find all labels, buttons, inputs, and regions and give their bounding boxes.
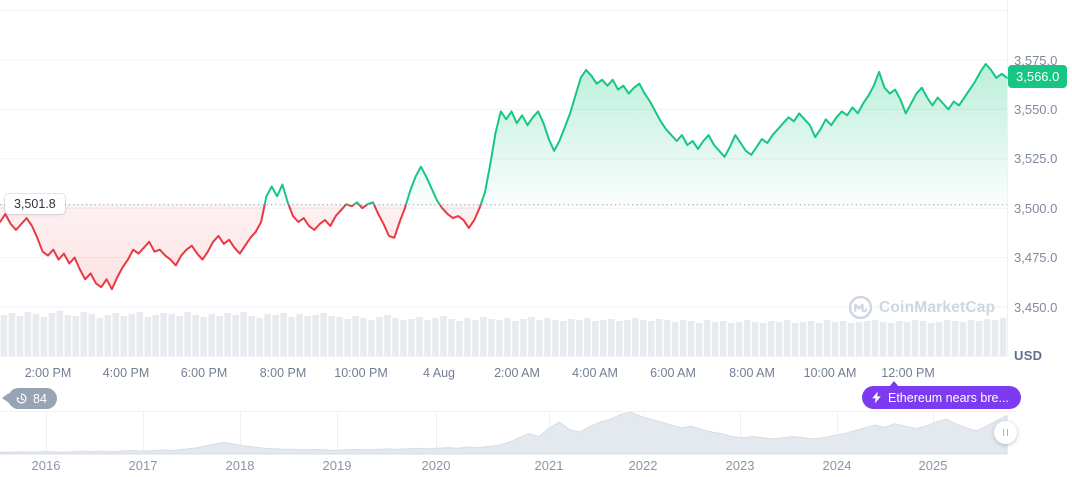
watermark-text: CoinMarketCap	[879, 298, 996, 316]
pause-bars-icon	[1002, 429, 1005, 436]
history-clock-icon	[16, 393, 27, 404]
lightning-icon	[872, 391, 881, 404]
nav-year-label: 2016	[31, 458, 61, 473]
x-axis-label: 12:00 PM	[881, 366, 935, 380]
alert-text: Ethereum nears bre...	[888, 390, 1009, 405]
y-axis-label: 3,475.0	[1014, 250, 1058, 266]
x-axis-label: 8:00 PM	[259, 366, 307, 380]
x-axis-label: 4:00 PM	[102, 366, 150, 380]
y-axis-label: 3,450.0	[1014, 299, 1058, 315]
x-axis-label: 4 Aug	[423, 366, 455, 380]
history-badge[interactable]: 84	[2, 388, 57, 409]
nav-year-label: 2017	[128, 458, 158, 473]
x-axis-label: 6:00 AM	[650, 366, 696, 380]
y-axis-label: 3,525.0	[1014, 151, 1058, 167]
x-axis-label: 10:00 PM	[334, 366, 388, 380]
nav-year-label: 2018	[225, 458, 255, 473]
volume-bars	[0, 311, 1007, 356]
nav-year-label: 2019	[322, 458, 352, 473]
history-badge-pointer	[2, 393, 9, 403]
price-line-series	[0, 63, 1008, 291]
y-axis-label: 3,500.0	[1014, 200, 1058, 216]
open-price-label: 3,501.8	[5, 194, 65, 214]
y-axis-label: 3,575.0	[1014, 52, 1058, 68]
x-axis-label: 4:00 AM	[572, 366, 618, 380]
nav-year-label: 2024	[822, 458, 852, 473]
current-price-badge: 3,566.0	[1008, 65, 1068, 88]
range-navigator[interactable]	[0, 411, 1008, 455]
x-axis-label: 6:00 PM	[180, 366, 228, 380]
alert-badge-pointer	[889, 381, 899, 387]
nav-area-chart[interactable]	[0, 411, 1008, 455]
nav-year-label: 2020	[421, 458, 451, 473]
x-axis-label: 8:00 AM	[729, 366, 775, 380]
x-axis-label: 2:00 PM	[24, 366, 72, 380]
x-axis-label: 2:00 AM	[494, 366, 540, 380]
nav-year-label: 2025	[918, 458, 948, 473]
watermark: CoinMarketCap	[848, 295, 995, 320]
nav-range-handle[interactable]	[994, 421, 1017, 444]
coinmarketcap-logo-icon	[848, 295, 873, 320]
x-axis-label: 10:00 AM	[803, 366, 857, 380]
currency-label: USD	[1014, 348, 1043, 363]
y-axis-label: 3,550.0	[1014, 101, 1058, 117]
history-count: 84	[33, 391, 47, 406]
nav-year-label: 2023	[725, 458, 755, 473]
pause-bars-icon	[1006, 429, 1009, 436]
alert-badge[interactable]: Ethereum nears bre...	[862, 381, 1021, 409]
nav-year-label: 2022	[628, 458, 658, 473]
nav-year-label: 2021	[534, 458, 564, 473]
